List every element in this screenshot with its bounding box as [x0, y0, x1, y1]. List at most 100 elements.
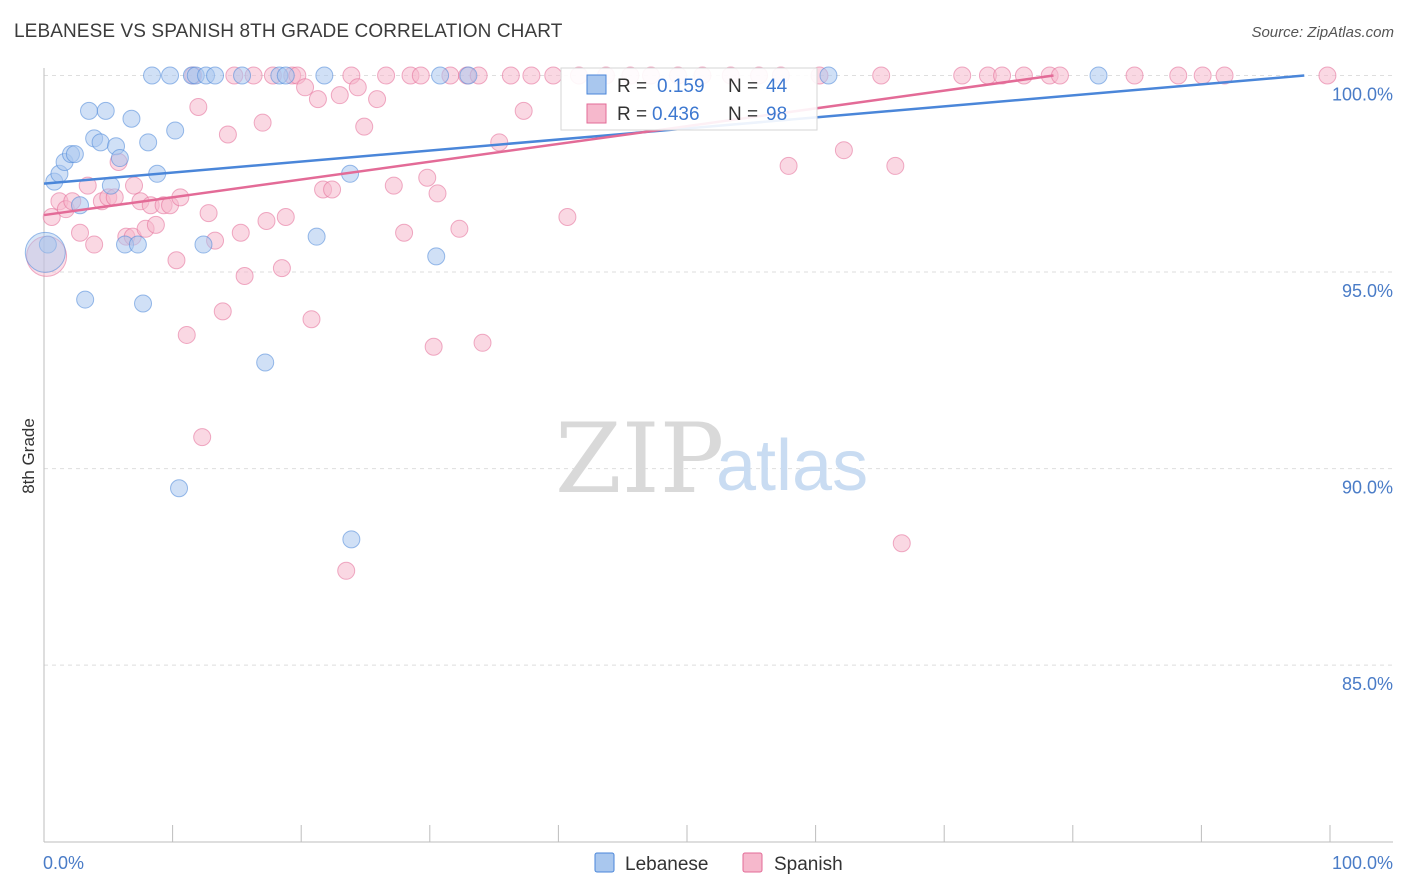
point-spanish [177, 325, 196, 344]
point-spanish [257, 211, 276, 230]
point-lebanese [194, 235, 213, 254]
point-spanish [302, 310, 321, 329]
point-spanish [411, 66, 430, 85]
y-tick-labels: 100.0% 95.0% 90.0% 85.0% [1332, 85, 1393, 695]
point-spanish [1125, 66, 1144, 85]
point-spanish [993, 66, 1012, 85]
point-lebanese [96, 101, 115, 120]
point-spanish [125, 176, 144, 195]
point-spanish [1318, 66, 1337, 85]
point-lebanese [166, 121, 185, 140]
point-lebanese [143, 66, 162, 85]
point-lebanese [76, 290, 95, 309]
stats-n-value-spanish: 98 [766, 104, 787, 125]
point-lebanese [24, 231, 66, 273]
point-spanish [189, 97, 208, 116]
y-tick-label: 95.0% [1342, 281, 1393, 301]
point-spanish [323, 180, 342, 199]
point-spanish [218, 125, 237, 144]
point-lebanese [315, 66, 334, 85]
point-lebanese [256, 353, 275, 372]
point-spanish [428, 184, 447, 203]
point-lebanese [276, 66, 295, 85]
point-lebanese [307, 227, 326, 246]
point-lebanese [342, 530, 361, 549]
point-lebanese [819, 66, 838, 85]
stats-n-label-spanish: N = [728, 104, 758, 125]
point-lebanese [233, 66, 252, 85]
chart-title: LEBANESE VS SPANISH 8TH GRADE CORRELATIO… [14, 21, 563, 42]
legend-swatch-spanish [742, 852, 763, 873]
point-spanish [193, 428, 212, 447]
point-spanish [834, 141, 853, 160]
point-spanish [501, 66, 520, 85]
x-tick-label-right: 100.0% [1332, 853, 1393, 873]
point-spanish [544, 66, 563, 85]
point-lebanese [134, 294, 153, 313]
point-lebanese [65, 145, 84, 164]
point-spanish [355, 117, 374, 136]
legend: Lebanese Spanish [594, 852, 843, 875]
point-lebanese [139, 133, 158, 152]
point-spanish [1193, 66, 1212, 85]
point-spanish [85, 235, 104, 254]
stats-swatch-lebanese [586, 74, 607, 95]
point-spanish [490, 133, 509, 152]
y-tick-label: 90.0% [1342, 478, 1393, 498]
point-spanish [1215, 66, 1234, 85]
stats-r-value-lebanese: 0.159 [657, 76, 705, 97]
stats-r-value-spanish: 0.436 [652, 104, 700, 125]
point-spanish [514, 101, 533, 120]
point-spanish [1169, 66, 1188, 85]
point-spanish [779, 156, 798, 175]
x-tick-label-left: 0.0% [43, 853, 84, 873]
y-tick-label: 100.0% [1332, 85, 1393, 105]
y-axis-title: 8th Grade [19, 418, 38, 494]
stats-n-value-lebanese: 44 [766, 76, 788, 97]
point-spanish [296, 78, 315, 97]
watermark: ZIP atlas [555, 403, 868, 515]
point-spanish [276, 208, 295, 227]
point-lebanese [91, 133, 110, 152]
point-spanish [418, 168, 437, 187]
point-lebanese [459, 66, 478, 85]
point-spanish [892, 534, 911, 553]
point-lebanese [128, 235, 147, 254]
point-lebanese [80, 101, 99, 120]
source-label: Source: ZipAtlas.com [1251, 24, 1394, 41]
point-spanish [395, 223, 414, 242]
point-spanish [473, 333, 492, 352]
point-spanish [146, 215, 165, 234]
stats-swatch-spanish [586, 103, 607, 124]
watermark-zip: ZIP [555, 403, 724, 515]
point-spanish [337, 561, 356, 580]
point-spanish [167, 251, 186, 270]
point-spanish [384, 176, 403, 195]
axes [43, 68, 1393, 843]
point-lebanese [122, 109, 141, 128]
legend-label-lebanese: Lebanese [625, 854, 708, 875]
point-spanish [253, 113, 272, 132]
trend-line-spanish [43, 74, 1054, 217]
point-spanish [71, 223, 90, 242]
point-lebanese [427, 247, 446, 266]
point-spanish [377, 66, 396, 85]
point-spanish [199, 204, 218, 223]
point-spanish [231, 223, 250, 242]
stats-n-label-lebanese: N = [728, 76, 758, 97]
point-lebanese [431, 66, 450, 85]
stats-r-label-lebanese: R = [617, 76, 647, 97]
point-lebanese [38, 235, 57, 254]
point-spanish [348, 78, 367, 97]
point-spanish [330, 86, 349, 105]
stats-r-label-spanish: R = [617, 104, 647, 125]
point-lebanese [161, 66, 180, 85]
point-lebanese [170, 479, 189, 498]
gridlines [44, 75, 1393, 666]
point-spanish [308, 90, 327, 109]
point-spanish [272, 259, 291, 278]
point-lebanese [110, 149, 129, 168]
watermark-atlas: atlas [716, 426, 868, 506]
legend-swatch-lebanese [594, 852, 615, 873]
